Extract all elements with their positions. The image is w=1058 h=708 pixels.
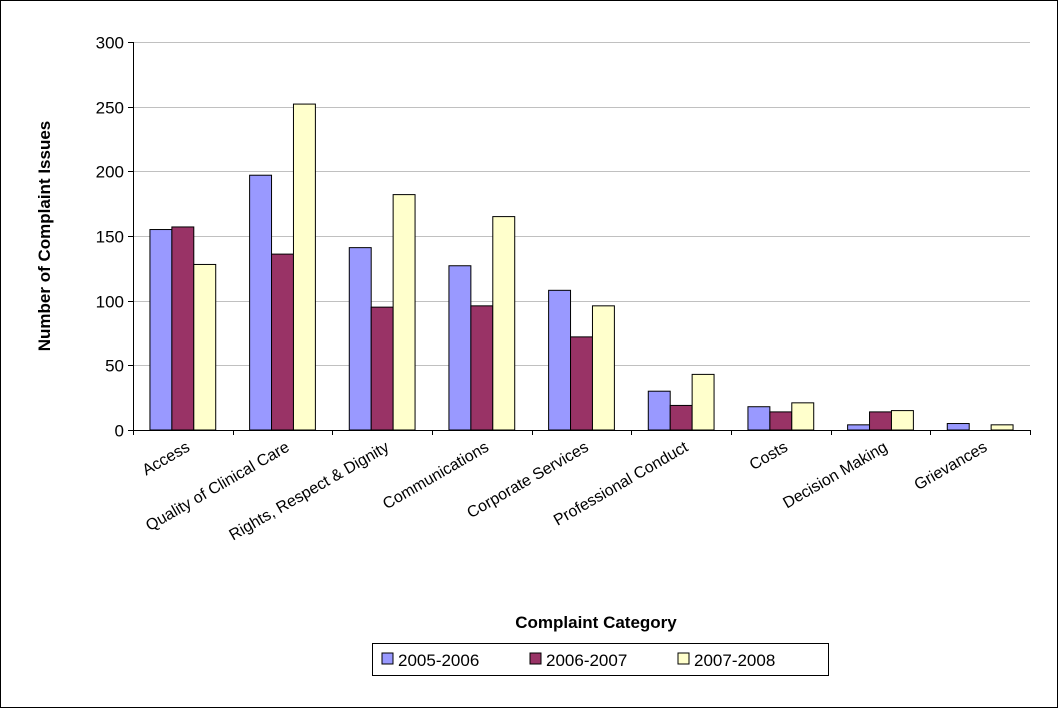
bar	[548, 289, 572, 431]
bar	[869, 411, 892, 431]
y-tick-label: 100	[96, 293, 124, 312]
bar	[990, 424, 1014, 431]
y-tick-label: 150	[96, 228, 124, 247]
legend-label: 2007-2008	[694, 651, 775, 670]
bar	[747, 406, 771, 431]
bar	[470, 305, 494, 431]
legend-label: 2005-2006	[398, 651, 479, 670]
bar	[370, 306, 394, 431]
bar	[171, 226, 195, 431]
bar	[890, 410, 914, 431]
bar	[448, 265, 472, 431]
legend-swatch	[529, 652, 542, 665]
bar	[392, 194, 416, 431]
bar	[348, 247, 372, 431]
bar	[669, 404, 693, 431]
bars	[149, 103, 1014, 431]
y-tick-label: 0	[115, 422, 124, 441]
bar	[570, 336, 593, 431]
bar	[492, 216, 516, 431]
legend-swatch	[381, 652, 394, 665]
legend-box	[372, 643, 829, 676]
bar	[149, 229, 173, 431]
bar	[271, 253, 294, 431]
y-tick-label: 300	[96, 34, 124, 53]
y-tick-label: 50	[105, 357, 124, 376]
bar	[193, 263, 217, 431]
bar	[691, 373, 715, 431]
x-axis-title: Complaint Category	[515, 613, 677, 632]
bar	[847, 424, 871, 431]
legend: 2005-2006 2006-2007 2007-2008	[381, 651, 775, 670]
bar	[647, 390, 671, 431]
bar	[292, 103, 316, 431]
bar	[249, 174, 273, 431]
bar	[769, 411, 793, 431]
bar	[946, 423, 970, 431]
bar	[591, 305, 615, 431]
legend-swatch	[677, 652, 690, 665]
legend-label: 2006-2007	[546, 651, 627, 670]
y-tick-label: 200	[96, 163, 124, 182]
y-axis-title: Number of Complaint Issues	[35, 121, 54, 351]
y-tick-label: 250	[96, 99, 124, 118]
bar	[791, 402, 815, 431]
